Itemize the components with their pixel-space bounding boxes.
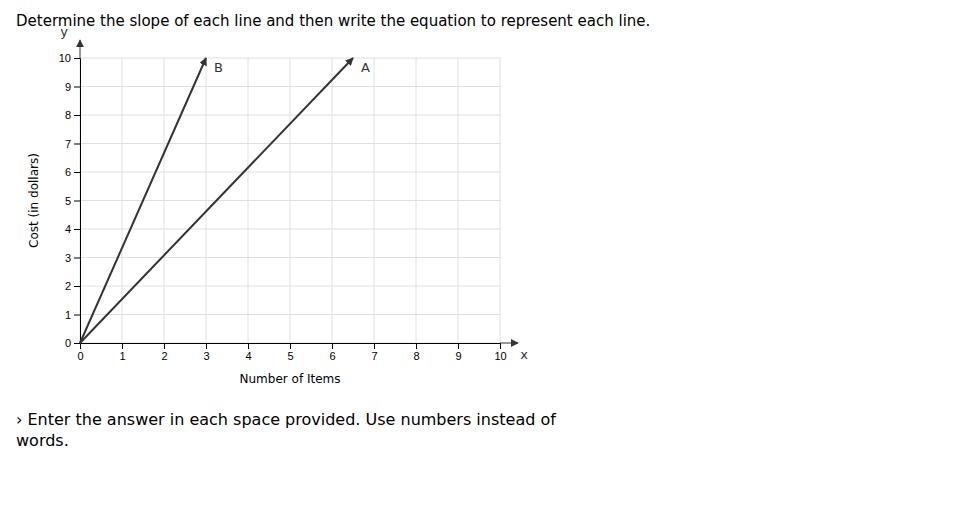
- series-label: B: [214, 60, 223, 75]
- x-tick: 3: [203, 343, 209, 362]
- y-tick: 9: [65, 81, 80, 93]
- y-grid-line: [80, 257, 500, 258]
- y-tick-mark: [74, 258, 80, 259]
- y-tick-mark: [74, 286, 80, 287]
- y-tick-label: 0: [65, 337, 71, 349]
- y-tick: 4: [65, 223, 80, 235]
- y-grid-line: [80, 229, 500, 230]
- x-tick: 0: [77, 343, 83, 362]
- x-tick-label: 6: [329, 350, 335, 362]
- grid: [80, 58, 500, 343]
- x-tick-mark: [500, 343, 501, 349]
- y-grid-line: [80, 314, 500, 315]
- x-tick-mark: [458, 343, 459, 349]
- series-labels: AB: [214, 60, 370, 75]
- annotation: x: [520, 347, 528, 362]
- x-tick-label: 9: [455, 350, 461, 362]
- y-grid-line: [80, 58, 500, 59]
- plot: 0 1 2 3 4 5 6 7 8 9 10 0 1 2 3 4 5 6 7 8 9 10 x y Number of Item…: [27, 24, 528, 386]
- y-grid-line: [80, 115, 500, 116]
- x-tick-label: 1: [119, 350, 125, 362]
- y-tick-label: 10: [59, 52, 71, 64]
- y-tick-mark: [74, 229, 80, 230]
- series-group: [80, 58, 353, 343]
- x-tick-mark: [248, 343, 249, 349]
- series-line: [80, 58, 206, 343]
- x-tick-mark: [332, 343, 333, 349]
- x-tick: 9: [455, 343, 461, 362]
- y-tick: 6: [65, 166, 80, 178]
- y-axis-line: [74, 59, 81, 344]
- x-tick-label: 4: [245, 350, 251, 362]
- y-tick-label: 1: [65, 309, 71, 321]
- x-tick-label: 2: [161, 350, 167, 362]
- title: Determine the slope of each line and the…: [16, 12, 650, 30]
- subtitle-line: › Enter the answer in each space provide…: [16, 410, 556, 429]
- x-tick-mark: [122, 343, 123, 349]
- y-tick-label: 8: [65, 109, 71, 121]
- y-tick-label: 9: [65, 81, 71, 93]
- subtitle: › Enter the answer in each space provide…: [16, 410, 556, 450]
- x-tick-label: 8: [413, 350, 419, 362]
- chart: Determine the slope of each line and the…: [0, 0, 975, 508]
- x-tick: 4: [245, 343, 251, 362]
- x-tick-label: 10: [494, 350, 506, 362]
- y-tick-label: 4: [65, 223, 71, 235]
- y-tick-label: 2: [65, 280, 71, 292]
- y-tick-label: 3: [65, 252, 71, 264]
- y-tick: 8: [65, 109, 80, 121]
- x-tick-label: 0: [77, 350, 83, 362]
- annotation: y: [60, 24, 68, 39]
- x-axis: 0 1 2 3 4 5 6 7 8 9 10: [77, 343, 506, 362]
- y-tick-mark: [74, 87, 80, 88]
- x-tick: 6: [329, 343, 335, 362]
- x-tick-label: 3: [203, 350, 209, 362]
- x-axis-arrow: [500, 343, 518, 344]
- x-tick: 5: [287, 343, 293, 362]
- y-tick-mark: [74, 201, 80, 202]
- y-tick: 2: [65, 280, 80, 292]
- series-label: A: [361, 60, 370, 75]
- x-tick: 8: [413, 343, 419, 362]
- y-tick-label: 5: [65, 195, 71, 207]
- y-tick-label: 6: [65, 166, 71, 178]
- subtitle-line: words.: [16, 431, 69, 450]
- y-tick-mark: [74, 172, 80, 173]
- y-tick-label: 7: [65, 138, 71, 150]
- y-tick: 10: [59, 52, 80, 64]
- y-tick: 5: [65, 195, 80, 207]
- x-tick-mark: [206, 343, 207, 349]
- x-tick-label: 5: [287, 350, 293, 362]
- x-tick: 7: [371, 343, 377, 362]
- y-tick-mark: [74, 58, 80, 59]
- x-tick-mark: [374, 343, 375, 349]
- x-tick-mark: [164, 343, 165, 349]
- x-tick: 10: [494, 343, 506, 362]
- y-tick: 0: [65, 337, 80, 349]
- x-axis-line: [81, 344, 501, 350]
- x-tick-mark: [416, 343, 417, 349]
- x-tick: 1: [119, 343, 125, 362]
- x-tick: 2: [161, 343, 167, 362]
- y-grid-line: [80, 172, 500, 173]
- y-axis-title: Cost (in dollars): [27, 153, 41, 248]
- y-tick-mark: [74, 115, 80, 116]
- y-tick: 1: [65, 309, 80, 321]
- y-tick-mark: [74, 343, 80, 344]
- y-grid-line: [80, 286, 500, 287]
- x-tick-label: 7: [371, 350, 377, 362]
- y-tick-mark: [74, 144, 80, 145]
- x-tick-mark: [290, 343, 291, 349]
- y-grid-line: [80, 86, 500, 87]
- y-grid-line: [80, 143, 500, 144]
- y-tick: 3: [65, 252, 80, 264]
- y-tick-mark: [74, 315, 80, 316]
- y-axis-arrow: [80, 40, 81, 58]
- y-tick: 7: [65, 138, 80, 150]
- x-axis-title: Number of Items: [240, 372, 341, 386]
- series-line: [80, 58, 353, 343]
- y-axis: 0 1 2 3 4 5 6 7 8 9 10: [59, 52, 81, 349]
